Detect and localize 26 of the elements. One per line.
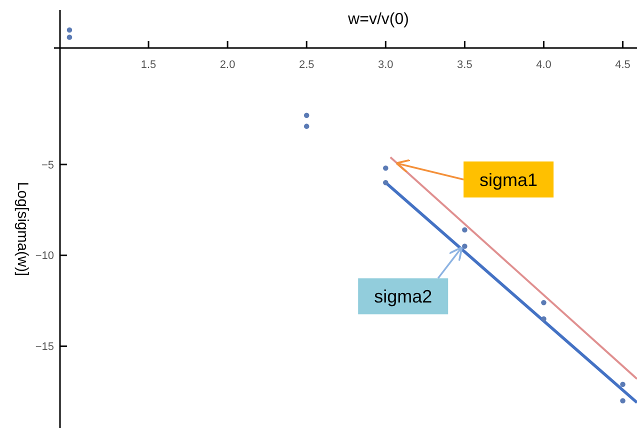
x-axis-title: w=v/v(0) bbox=[347, 11, 409, 28]
y-tick-label: −5 bbox=[41, 159, 54, 172]
x-tick-label: 3.5 bbox=[457, 59, 472, 71]
annotation: sigma2 bbox=[374, 286, 432, 307]
x-tick-label: 2.5 bbox=[298, 59, 314, 71]
point bbox=[66, 34, 72, 40]
point bbox=[66, 27, 72, 33]
point bbox=[304, 112, 310, 118]
point bbox=[383, 180, 388, 186]
point bbox=[462, 227, 468, 233]
x-tick-label: 2.0 bbox=[220, 59, 236, 71]
y-tick-label: −10 bbox=[35, 250, 54, 262]
y-axis-title: Log[sigma(w)] bbox=[14, 182, 31, 276]
point bbox=[304, 124, 310, 129]
x-tick-label: 1.5 bbox=[140, 59, 156, 71]
point bbox=[541, 316, 546, 322]
point bbox=[620, 382, 626, 388]
y-tick-label: −15 bbox=[35, 341, 54, 354]
annotation: sigma1 bbox=[480, 170, 538, 190]
point bbox=[541, 300, 546, 306]
point bbox=[383, 165, 388, 171]
point bbox=[462, 244, 468, 249]
x-tick-label: 4.0 bbox=[536, 59, 552, 71]
point bbox=[620, 398, 626, 404]
x-tick-label: 4.5 bbox=[615, 59, 630, 71]
x-tick-label: 3.0 bbox=[378, 59, 394, 71]
